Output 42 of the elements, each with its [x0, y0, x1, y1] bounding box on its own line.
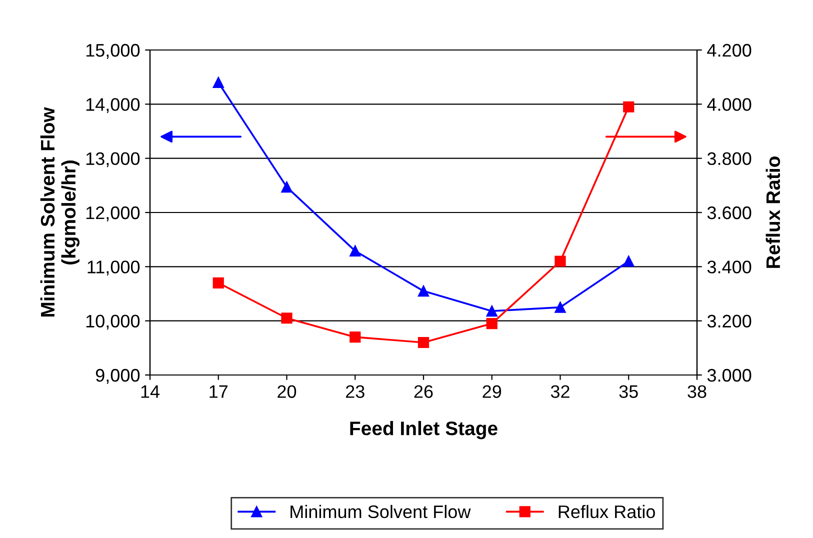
x-tick-label: 23	[346, 385, 364, 398]
x-tick-label: 29	[482, 385, 502, 398]
point	[554, 302, 566, 313]
y-tick-label: 12,000	[86, 206, 140, 222]
y-tick-label: 14,000	[86, 98, 140, 114]
point	[281, 312, 292, 324]
legend-label: Minimum Solvent Flow	[290, 504, 471, 518]
y2-tick-label: 3.200	[707, 314, 752, 328]
y-tick-label: 15,000	[86, 44, 140, 59]
y2-axis-title: Reflux Ratio	[766, 156, 780, 268]
x-tick-label: 14	[141, 385, 160, 398]
x-axis-title: Feed Inlet Stage	[350, 421, 498, 440]
point	[212, 277, 224, 288]
y-axis-title: Minimum Solvent Flow (kgmole/hr)	[40, 107, 80, 317]
y2-tick-label: 3.600	[707, 206, 752, 220]
point	[554, 256, 566, 267]
point	[350, 245, 361, 257]
point	[486, 306, 498, 317]
x-tick-label: 35	[619, 385, 638, 398]
y-tick-label: 10,000	[86, 314, 140, 330]
point	[623, 101, 634, 112]
y-tick-label: 13,000	[86, 152, 140, 168]
point	[486, 318, 498, 330]
y2-tick-label: 3.400	[707, 260, 752, 274]
x-tick-label: 20	[278, 385, 296, 398]
point	[418, 285, 430, 297]
y-tick-label: 9,000	[96, 368, 140, 384]
point	[350, 332, 361, 343]
x-tick-label: 38	[688, 385, 706, 398]
x-tick-label: 26	[414, 385, 433, 398]
y2-tick-label: 3.000	[707, 368, 752, 382]
y2-tick-label: 3.800	[707, 152, 752, 166]
legend-label: Reflux Ratio	[558, 504, 655, 518]
y2-tick-label: 4.200	[707, 44, 752, 57]
point	[212, 76, 224, 88]
point	[623, 256, 634, 267]
x-tick-label: 17	[210, 385, 228, 398]
x-tick-label: 32	[550, 385, 570, 398]
point	[281, 181, 292, 193]
y-tick-label: 11,000	[88, 260, 140, 276]
y2-tick-label: 4.000	[707, 98, 752, 111]
point	[418, 336, 430, 348]
